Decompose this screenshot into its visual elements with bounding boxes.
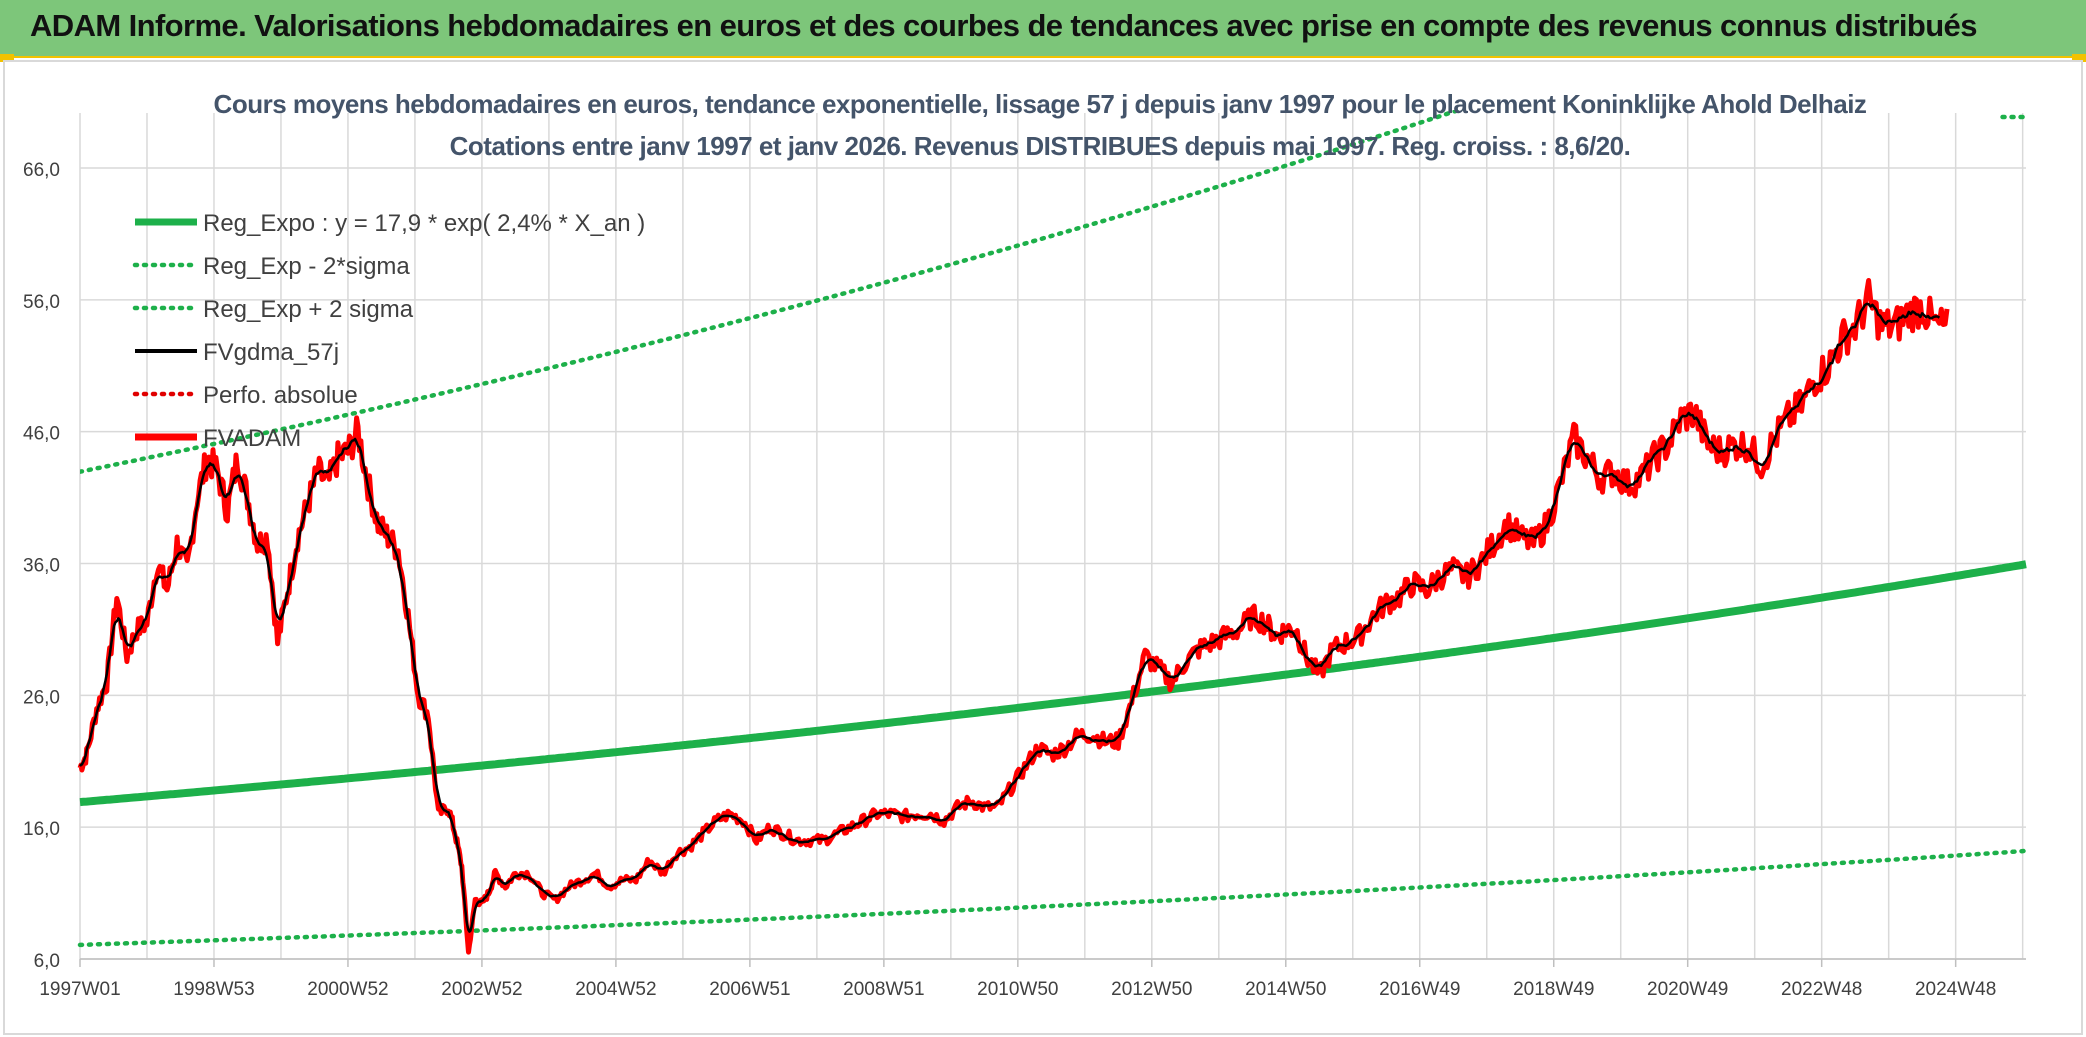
chart-subtitle: Cotations entre janv 1997 et janv 2026. … (450, 131, 1631, 161)
legend-label: Reg_Exp - 2*sigma (203, 253, 410, 280)
chart-series (77, 110, 2031, 955)
chart-frame (3, 60, 2083, 1035)
reg-lower-sigma-line (77, 848, 2029, 948)
x-tick-label: 2010W50 (977, 979, 1058, 1000)
x-tick-label: 2022W48 (1781, 979, 1862, 1000)
legend-label: Perfo. absolue (203, 382, 358, 409)
legend-label: Reg_Expo : y = 17,9 * exp( 2,4% * X_an ) (203, 210, 645, 237)
y-tick-label: 56,0 (23, 292, 60, 313)
report-title: ADAM Informe. Valorisations hebdomadaire… (30, 8, 1977, 43)
x-axis-ticks: 1997W01 1998W53 2000W52 2002W52 2004W52 2006W… (39, 959, 1996, 1000)
y-tick-label: 16,0 (23, 819, 60, 840)
reg-upper-sigma-line (80, 110, 1466, 474)
y-tick-label: 6,0 (34, 951, 60, 972)
fvgdma-smooth-line (79, 302, 1941, 933)
legend-label: FVADAM (203, 425, 301, 452)
x-tick-label: 2000W52 (307, 979, 388, 1000)
fvadam-price-line (77, 278, 1950, 955)
legend-label: FVgdma_57j (203, 339, 339, 366)
banner-corner-left (0, 54, 14, 62)
banner-corner-right (2072, 54, 2086, 62)
reg-expo-line (79, 560, 2027, 807)
x-tick-label: 2024W48 (1915, 979, 1996, 1000)
x-tick-label: 2004W52 (575, 979, 656, 1000)
report-banner: ADAM Informe. Valorisations hebdomadaire… (0, 0, 2086, 58)
x-tick-label: 1997W01 (39, 979, 120, 1000)
x-tick-label: 2008W51 (843, 979, 924, 1000)
y-tick-label: 36,0 (23, 556, 60, 577)
chart-grid (79, 113, 2026, 960)
x-tick-label: 2016W49 (1379, 979, 1460, 1000)
legend-label: Reg_Exp + 2 sigma (203, 296, 414, 323)
x-tick-label: 2014W50 (1245, 979, 1326, 1000)
y-tick-label: 66,0 (23, 160, 60, 181)
y-tick-label: 46,0 (23, 424, 60, 445)
y-tick-label: 26,0 (23, 687, 60, 708)
x-tick-label: 2012W50 (1111, 979, 1192, 1000)
x-tick-label: 2020W49 (1647, 979, 1728, 1000)
x-tick-label: 2006W51 (709, 979, 790, 1000)
chart-title: Cours moyens hebdomadaires en euros, ten… (214, 89, 1867, 119)
chart-legend: Reg_Expo : y = 17,9 * exp( 2,4% * X_an )… (132, 210, 645, 452)
x-tick-label: 2018W49 (1513, 979, 1594, 1000)
x-tick-label: 2002W52 (441, 979, 522, 1000)
x-tick-label: 1998W53 (173, 979, 254, 1000)
y-axis-ticks: 66,0 56,0 46,0 36,0 26,0 16,0 6,0 (23, 160, 60, 972)
